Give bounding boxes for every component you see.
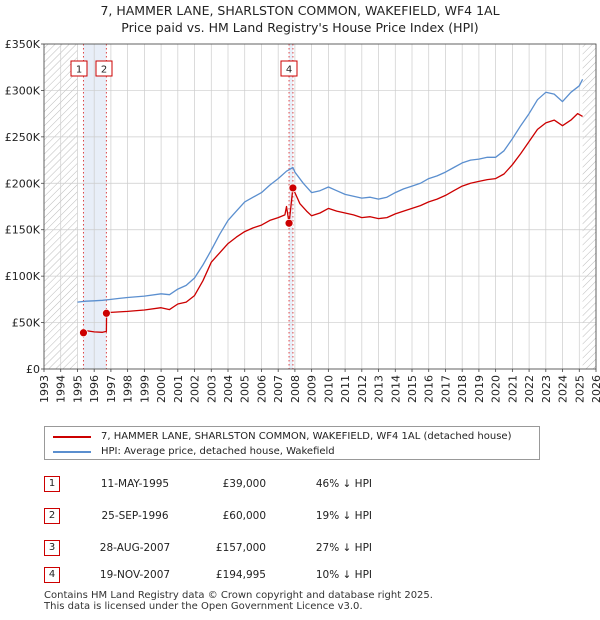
x-tick-label: 2014 — [389, 375, 402, 403]
chart-legend: 7, HAMMER LANE, SHARLSTON COMMON, WAKEFI… — [44, 426, 540, 460]
transaction-row-4: 4 19-NOV-2007 £194,995 10% ↓ HPI — [44, 565, 464, 587]
x-tick-label: 1998 — [122, 375, 135, 403]
no-data-hatch — [582, 44, 596, 369]
transaction-date: 11-MAY-1995 — [100, 478, 170, 490]
x-tick-label: 1993 — [38, 375, 51, 403]
transaction-band — [83, 44, 107, 369]
x-tick-label: 2002 — [189, 375, 202, 403]
transaction-date: 28-AUG-2007 — [99, 542, 171, 554]
transaction-badge: 2 — [44, 508, 60, 524]
transaction-badge: 4 — [44, 567, 60, 583]
transaction-price: £157,000 — [215, 542, 266, 554]
legend-swatch-property — [53, 435, 91, 438]
plot-area — [44, 44, 596, 369]
y-tick-label: £250K — [5, 131, 41, 144]
x-tick-label: 2010 — [322, 375, 335, 403]
transaction-badge: 3 — [44, 540, 60, 556]
x-tick-label: 1995 — [71, 375, 84, 403]
y-tick-label: £300K — [5, 84, 41, 97]
x-tick-label: 1997 — [105, 375, 118, 403]
transaction-row-1: 1 11-MAY-1995 £39,000 46% ↓ HPI — [44, 474, 464, 496]
transaction-label: 1 — [76, 65, 82, 76]
plot-frame — [43, 43, 597, 370]
x-tick-label: 2011 — [339, 375, 352, 403]
x-tick-label: 2026 — [590, 375, 600, 403]
transaction-row-2: 2 25-SEP-1996 £60,000 19% ↓ HPI — [44, 506, 464, 528]
transaction-point — [101, 308, 111, 318]
transaction-label-box — [70, 60, 88, 77]
x-tick-label: 2015 — [406, 375, 419, 403]
x-tick-label: 2009 — [306, 375, 319, 403]
transaction-badge: 1 — [44, 476, 60, 492]
y-tick-label: £50K — [12, 317, 41, 330]
transaction-hpi-diff: 10% ↓ HPI — [315, 569, 372, 581]
transaction-date: 25-SEP-1996 — [101, 510, 169, 522]
x-tick-label: 2023 — [540, 375, 553, 403]
transaction-label: 2 — [101, 65, 107, 76]
legend-item-hpi: HPI: Average price, detached house, Wake… — [53, 444, 335, 459]
x-tick-label: 2008 — [289, 375, 302, 403]
x-tick-label: 2025 — [573, 375, 586, 403]
x-tick-label: 2024 — [557, 375, 570, 403]
transaction-label-box — [95, 60, 113, 77]
x-tick-label: 2022 — [523, 375, 536, 403]
transaction-row-3: 3 28-AUG-2007 £157,000 27% ↓ HPI — [44, 538, 464, 560]
x-tick-label: 1996 — [88, 375, 101, 403]
x-tick-label: 1994 — [55, 375, 68, 403]
x-tick-label: 2018 — [456, 375, 469, 403]
y-tick-label: £150K — [5, 224, 41, 237]
y-tick-label: £200K — [5, 177, 41, 190]
price-chart: 1 2 4 £0 £50K £100K £150K £200K £250K £300K £350K… — [5, 38, 600, 403]
x-tick-label: 2007 — [272, 375, 285, 403]
transaction-price: £194,995 — [215, 569, 266, 581]
legend-swatch-hpi — [53, 450, 91, 453]
legend-label-property: 7, HAMMER LANE, SHARLSTON COMMON, WAKEFI… — [101, 431, 512, 442]
property-series-line — [83, 112, 583, 334]
x-tick-label: 2003 — [205, 375, 218, 403]
x-tick-label: 2004 — [222, 375, 235, 403]
transaction-price: £39,000 — [222, 478, 266, 490]
chart-title-line2: Price paid vs. HM Land Registry's House … — [121, 20, 479, 35]
transaction-label-box — [280, 60, 298, 77]
x-tick-label: 2006 — [255, 375, 268, 403]
transaction-label: 4 — [286, 65, 292, 76]
chart-title-line1: 7, HAMMER LANE, SHARLSTON COMMON, WAKEFI… — [100, 3, 500, 18]
transaction-point — [79, 328, 88, 338]
x-tick-label: 2013 — [373, 375, 386, 403]
transaction-date: 19-NOV-2007 — [99, 569, 171, 581]
hpi-series-line — [77, 79, 584, 303]
legend-item-property: 7, HAMMER LANE, SHARLSTON COMMON, WAKEFI… — [53, 429, 511, 444]
y-tick-label: £100K — [5, 270, 41, 283]
transaction-hpi-diff: 27% ↓ HPI — [315, 542, 372, 554]
transaction-point — [288, 183, 298, 193]
x-tick-label: 2005 — [239, 375, 252, 403]
x-tick-label: 2016 — [423, 375, 436, 403]
transaction-price: £60,000 — [222, 510, 266, 522]
footer-copyright: Contains HM Land Registry data © Crown c… — [44, 590, 433, 601]
y-tick-label: £0 — [26, 363, 40, 376]
transaction-point — [284, 218, 294, 228]
x-tick-label: 1999 — [138, 375, 151, 403]
x-tick-label: 2001 — [172, 375, 185, 403]
transaction-hpi-diff: 46% ↓ HPI — [315, 478, 372, 490]
x-tick-label: 2019 — [473, 375, 486, 403]
x-tick-label: 2021 — [506, 375, 519, 403]
x-tick-label: 2017 — [439, 375, 452, 403]
x-tick-label: 2020 — [490, 375, 503, 403]
transaction-hpi-diff: 19% ↓ HPI — [315, 510, 372, 522]
y-tick-label: £350K — [5, 38, 41, 51]
x-tick-label: 2012 — [356, 375, 369, 403]
legend-label-hpi: HPI: Average price, detached house, Wake… — [101, 446, 335, 457]
x-tick-label: 2000 — [155, 375, 168, 403]
footer-licence: This data is licensed under the Open Gov… — [44, 601, 363, 612]
